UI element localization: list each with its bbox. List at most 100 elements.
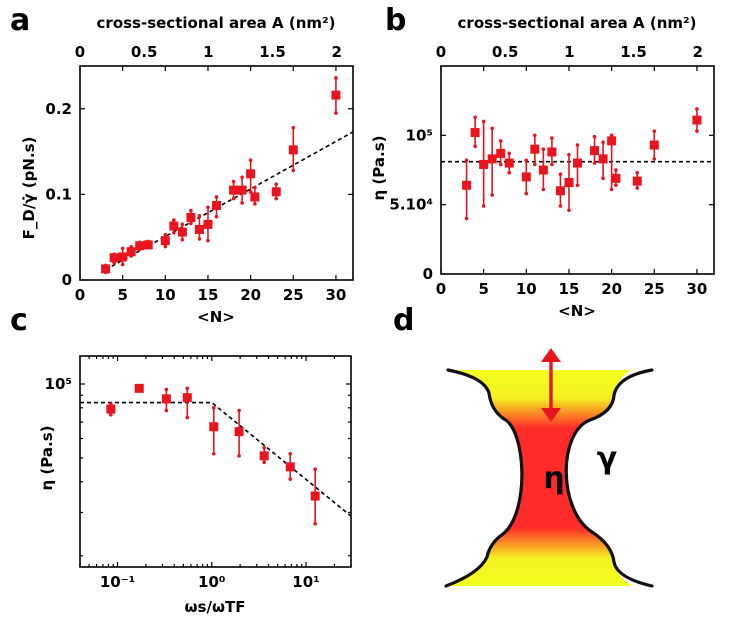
data-point: [504, 151, 514, 175]
chart-b: cross-sectional area A (nm²) <N> η (Pa.s…: [370, 14, 715, 320]
data-point: [462, 158, 472, 221]
error-cap: [197, 214, 202, 218]
top-tick-label: 0: [436, 43, 446, 61]
error-cap: [185, 386, 190, 391]
data-point: [632, 170, 642, 190]
error-cap: [609, 133, 614, 138]
marker: [135, 241, 145, 251]
marker: [288, 145, 298, 155]
marker: [234, 427, 244, 437]
surface-tension-symbol: γ: [597, 441, 617, 476]
error-cap: [189, 221, 193, 226]
marker: [530, 144, 540, 154]
error-cap: [473, 115, 477, 120]
fit-line: [105, 131, 354, 271]
error-cap: [498, 162, 503, 167]
error-cap: [695, 129, 699, 133]
error-cap: [163, 232, 168, 237]
marker: [126, 247, 136, 257]
data-point: [521, 158, 531, 196]
error-cap: [567, 208, 571, 213]
top-tick-label: 1: [203, 43, 213, 61]
marker: [598, 154, 608, 164]
x-tick-label: 30: [687, 280, 708, 298]
marker: [212, 201, 221, 211]
data-point: [547, 136, 557, 167]
error-cap: [231, 179, 236, 184]
marker: [470, 128, 480, 138]
data-point: [611, 168, 621, 188]
marker: [160, 236, 170, 246]
error-cap: [288, 451, 293, 456]
data-point: [109, 252, 119, 265]
x-tick-label: 10: [155, 286, 176, 304]
error-cap: [214, 214, 219, 219]
panel-label-c: c: [10, 303, 28, 338]
error-cap: [231, 196, 236, 201]
marker: [169, 221, 179, 231]
error-cap: [635, 186, 640, 190]
error-cap: [567, 152, 571, 157]
error-cap: [109, 412, 113, 417]
error-cap: [237, 408, 241, 413]
marker: [521, 172, 531, 182]
error-cap: [524, 191, 529, 196]
error-cap: [180, 237, 185, 242]
data-point: [177, 222, 187, 242]
error-cap: [313, 467, 317, 472]
marker: [229, 185, 239, 195]
y-tick-label: 0: [423, 265, 433, 283]
y-tick-label: 0.2: [45, 100, 72, 118]
data-point: [288, 125, 298, 173]
error-cap: [481, 119, 486, 124]
marker: [611, 173, 621, 183]
error-cap: [164, 408, 169, 413]
error-cap: [120, 246, 125, 251]
error-cap: [635, 170, 640, 175]
error-cap: [240, 201, 244, 205]
data-point: [161, 387, 171, 413]
error-cap: [609, 187, 614, 192]
error-cap: [541, 187, 546, 192]
top-tick-label: 0.5: [492, 43, 519, 61]
error-cap: [291, 125, 296, 130]
data-point: [194, 214, 204, 241]
error-cap: [592, 161, 597, 165]
error-cap: [334, 76, 338, 80]
error-cap: [558, 172, 563, 176]
error-cap: [614, 168, 618, 172]
error-cap: [533, 162, 537, 167]
error-cap: [507, 170, 512, 175]
error-cap: [163, 244, 168, 249]
marker: [271, 187, 281, 197]
marker: [555, 186, 565, 196]
error-cap: [206, 205, 210, 210]
marker: [285, 462, 295, 472]
viscosity-symbol: η: [543, 461, 564, 496]
error-cap: [490, 193, 494, 197]
data-point: [555, 172, 565, 208]
error-cap: [262, 460, 267, 465]
marker: [632, 176, 642, 186]
marker: [573, 158, 582, 168]
chart-a-xlabel: <N>: [197, 308, 235, 326]
y-tick-label: 0.1: [45, 185, 72, 203]
error-cap: [248, 158, 253, 162]
marker: [649, 140, 659, 150]
error-cap: [262, 445, 267, 450]
marker: [496, 148, 506, 158]
x-tick-label: 0: [75, 286, 85, 304]
marker: [250, 192, 260, 202]
error-cap: [164, 387, 169, 392]
data-point: [169, 218, 179, 235]
error-cap: [253, 185, 257, 190]
error-cap: [211, 451, 216, 456]
x-tick-label: 25: [644, 280, 665, 298]
data-point: [470, 115, 480, 149]
y-tick-label: 10⁵: [45, 375, 72, 393]
fit-line: [80, 401, 352, 517]
neck-right-wall: [564, 368, 654, 588]
marker: [331, 90, 341, 100]
error-cap: [592, 134, 597, 139]
chart-c-ylabel: η (Pa.s): [38, 426, 56, 491]
